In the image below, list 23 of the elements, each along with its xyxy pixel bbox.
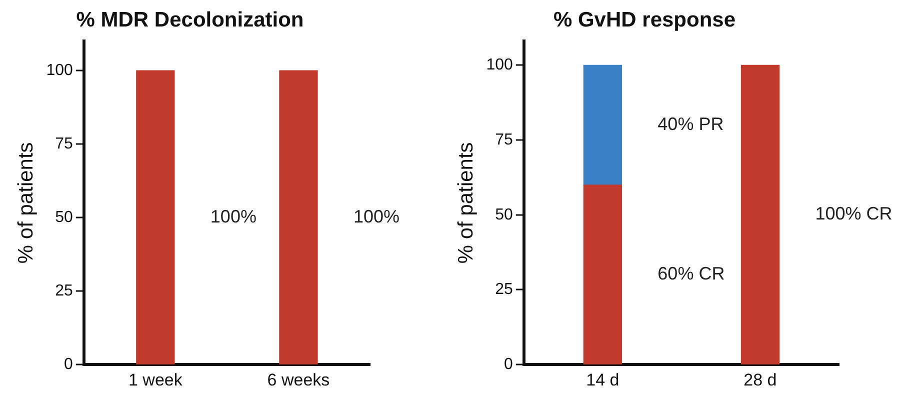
x-tick-label: 28 d	[744, 370, 777, 390]
annotation: 60% CR	[658, 263, 725, 284]
x-tick-label: 6 weeks	[267, 370, 330, 390]
y-tick-label: 25	[55, 282, 73, 300]
y-tick-label: 75	[55, 136, 73, 153]
annotation: 100% CR	[815, 204, 892, 224]
chart-title: % MDR Decolonization	[76, 8, 304, 32]
x-tick-label: 14 d	[586, 370, 620, 390]
annotation: 100%	[353, 206, 400, 226]
y-tick-label: 0	[504, 356, 513, 374]
x-tick-label: 1 week	[128, 370, 183, 390]
y-tick-label: 50	[495, 206, 513, 224]
y-tick-label: 100	[486, 56, 513, 74]
chart-title: % GvHD response	[553, 8, 736, 32]
y-tick-label: 0	[64, 356, 73, 374]
annotation: 100%	[210, 206, 256, 226]
y-tick-label: 25	[495, 281, 513, 298]
y-axis-title: % of patients	[454, 142, 478, 264]
annotation: 40% PR	[658, 114, 724, 134]
y-axis-title: % of patients	[14, 142, 38, 264]
y-tick-label: 100	[46, 62, 73, 80]
y-tick-label: 50	[55, 209, 73, 226]
y-tick-label: 75	[495, 131, 513, 148]
